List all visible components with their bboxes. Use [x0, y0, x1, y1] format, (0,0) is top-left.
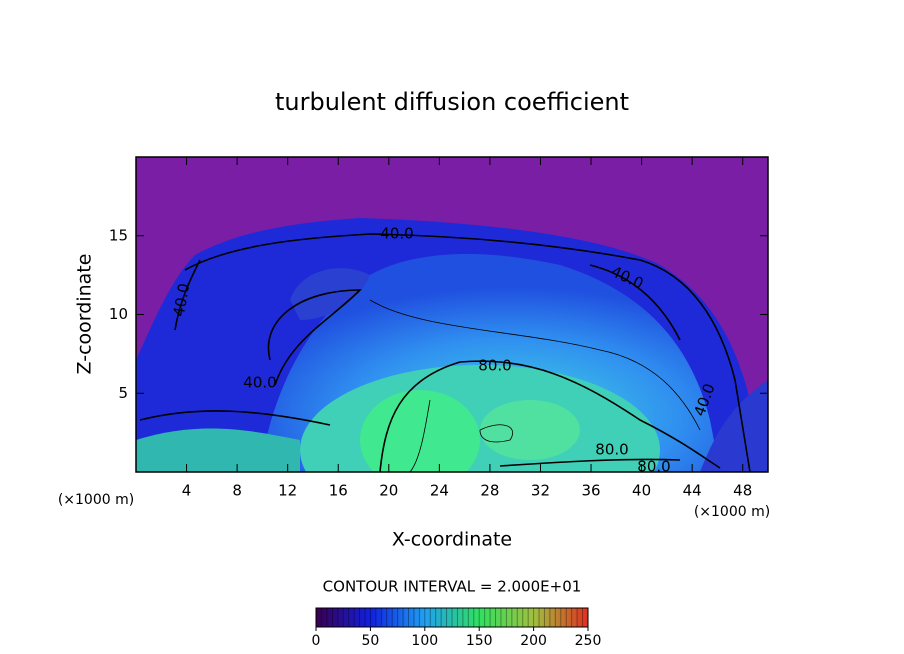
x-tick-label: 40 — [632, 482, 651, 500]
y-tick-label: 15 — [109, 226, 128, 244]
x-axis-title: X-coordinate — [392, 529, 512, 551]
x-tick-label: 20 — [379, 482, 398, 500]
contour-label: 80.0 — [595, 441, 628, 459]
colorbar-tick-label: 200 — [520, 633, 547, 649]
x-tick-label: 16 — [329, 482, 348, 500]
x-tick-label: 28 — [480, 482, 499, 500]
colorbar-tick-label: 150 — [466, 633, 493, 649]
colorbar-tick-label: 0 — [312, 633, 321, 649]
contour-field — [136, 157, 768, 472]
colorbar-tick-label: 100 — [411, 633, 438, 649]
x-unit-left: (×1000 m) — [58, 492, 134, 508]
y-axis-title: Z-coordinate — [74, 254, 96, 375]
x-tick-label: 44 — [683, 482, 702, 500]
chart-title: turbulent diffusion coefficient — [275, 88, 629, 116]
contour-label: 40.0 — [170, 282, 194, 318]
y-tick-label: 10 — [109, 305, 128, 323]
x-tick-label: 4 — [182, 482, 192, 500]
colorbar — [315, 607, 589, 628]
y-tick-label: 5 — [118, 384, 128, 402]
colorbar-tick-label: 250 — [575, 633, 602, 649]
contour-label: 80.0 — [637, 458, 670, 476]
x-tick-label: 32 — [531, 482, 550, 500]
x-tick-label: 24 — [430, 482, 449, 500]
contour-label: 40.0 — [243, 374, 276, 392]
x-tick-label: 36 — [581, 482, 600, 500]
colorbar-tick-label: 50 — [361, 633, 379, 649]
contour-interval: CONTOUR INTERVAL = 2.000E+01 — [323, 578, 582, 596]
contour-label: 40.0 — [380, 225, 413, 243]
contour-label: 80.0 — [478, 357, 511, 375]
x-tick-label: 12 — [278, 482, 297, 500]
x-tick-label: 48 — [733, 482, 752, 500]
x-tick-label: 8 — [232, 482, 242, 500]
x-unit-right: (×1000 m) — [694, 504, 770, 520]
